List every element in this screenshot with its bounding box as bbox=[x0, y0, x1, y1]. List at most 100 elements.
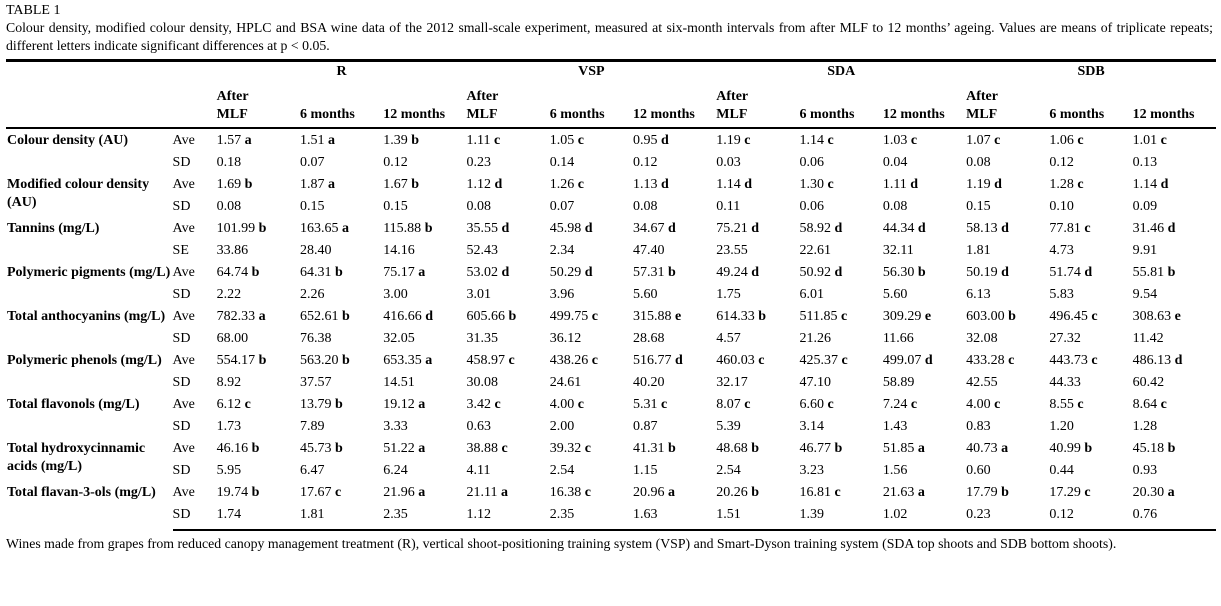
significance-letter: b bbox=[917, 265, 926, 280]
col-header-sdb-12-months: 12 months bbox=[1132, 84, 1216, 129]
significance-letter: c bbox=[994, 133, 1001, 148]
significance-letter: b bbox=[334, 397, 343, 412]
data-cell: 48.68 b bbox=[716, 441, 760, 456]
significance-letter: d bbox=[1001, 265, 1009, 280]
significance-letter: d bbox=[744, 177, 753, 192]
data-cell: 1.75 bbox=[716, 287, 741, 302]
data-cell: 1.26 c bbox=[549, 177, 584, 192]
data-cell: 0.12 bbox=[1049, 503, 1133, 531]
data-cell: 0.15 bbox=[383, 199, 408, 214]
data-cell: 35.55 d bbox=[466, 221, 510, 236]
significance-letter: b bbox=[411, 177, 419, 192]
significance-letter: e bbox=[675, 309, 682, 324]
significance-letter: d bbox=[661, 133, 669, 148]
stat-label: SD bbox=[172, 331, 191, 346]
significance-letter: a bbox=[244, 133, 252, 148]
data-cell: 30.08 bbox=[466, 375, 498, 390]
significance-letter: e bbox=[924, 309, 932, 324]
data-cell: 6.24 bbox=[383, 463, 408, 478]
significance-letter: c bbox=[834, 485, 841, 500]
data-cell: 24.61 bbox=[549, 375, 582, 390]
data-cell: 0.07 bbox=[299, 155, 325, 170]
data-cell: 56.30 b bbox=[882, 265, 926, 280]
significance-letter: d bbox=[751, 221, 760, 236]
data-cell: 0.18 bbox=[216, 155, 242, 170]
stat-label: Ave bbox=[172, 265, 195, 280]
significance-letter: c bbox=[1084, 485, 1091, 500]
significance-letter: c bbox=[1077, 133, 1084, 148]
significance-letter: a bbox=[917, 441, 925, 456]
significance-letter: d bbox=[1084, 265, 1093, 280]
data-cell: 425.37 c bbox=[799, 353, 848, 368]
paper-page: TABLE 1 Colour density, modified colour … bbox=[6, 3, 1216, 551]
data-cell: 41.31 b bbox=[633, 441, 676, 456]
data-cell: 603.00 b bbox=[966, 309, 1016, 324]
table-row: Total flavan-3-ols (mg/L) Ave 19.74 b 17.67… bbox=[6, 481, 1216, 503]
significance-letter: c bbox=[827, 133, 834, 148]
data-cell: 486.13 d bbox=[1132, 353, 1183, 368]
significance-letter: d bbox=[675, 353, 683, 368]
significance-letter: c bbox=[841, 353, 848, 368]
data-cell: 8.92 bbox=[216, 375, 242, 390]
significance-letter: d bbox=[917, 221, 926, 236]
data-cell: 5.95 bbox=[216, 463, 242, 478]
significance-letter: c bbox=[1077, 397, 1084, 412]
data-cell: 101.99 b bbox=[216, 221, 267, 236]
significance-letter: b bbox=[341, 309, 350, 324]
data-cell: 0.06 bbox=[799, 199, 825, 214]
data-cell: 0.14 bbox=[549, 155, 575, 170]
significance-letter: c bbox=[584, 441, 591, 456]
data-cell: 11.66 bbox=[882, 331, 914, 346]
group-header-r: R bbox=[216, 59, 467, 84]
significance-letter: b bbox=[411, 133, 419, 148]
data-cell: 8.07 c bbox=[716, 397, 751, 412]
data-cell: 3.14 bbox=[799, 419, 825, 434]
data-cell: 49.24 d bbox=[716, 265, 760, 280]
row-label: Total anthocyanins (mg/L) bbox=[7, 309, 166, 324]
row-label: Total flavonols (mg/L) bbox=[7, 397, 140, 412]
stat-label: Ave bbox=[172, 309, 195, 324]
table-row: Polymeric pigments (mg/L) Ave 64.74 b 64.31… bbox=[6, 261, 1216, 283]
data-cell: 2.35 bbox=[549, 503, 633, 531]
row-label: Colour density (AU) bbox=[7, 133, 129, 148]
data-cell: 64.31 b bbox=[299, 265, 343, 280]
data-cell: 1.63 bbox=[633, 503, 717, 531]
data-cell: 11.42 bbox=[1132, 331, 1164, 346]
significance-letter: c bbox=[591, 353, 598, 368]
data-cell: 8.55 c bbox=[1049, 397, 1084, 412]
data-cell: 0.12 bbox=[1049, 155, 1074, 170]
data-cell: 5.31 c bbox=[633, 397, 668, 412]
significance-letter: c bbox=[1160, 133, 1167, 148]
col-header-sda-6-months: 6 months bbox=[799, 84, 883, 129]
data-cell: 77.81 c bbox=[1049, 221, 1091, 236]
significance-letter: c bbox=[758, 353, 765, 368]
data-cell: 0.06 bbox=[799, 155, 825, 170]
data-cell: 1.14 d bbox=[1132, 177, 1169, 192]
data-cell: 163.65 a bbox=[299, 221, 349, 236]
significance-letter: d bbox=[834, 221, 843, 236]
data-cell: 20.30 a bbox=[1132, 485, 1175, 500]
data-cell: 1.57 a bbox=[216, 133, 252, 148]
table-caption: Colour density, modified colour density,… bbox=[6, 20, 1213, 53]
data-cell: 443.73 c bbox=[1049, 353, 1098, 368]
significance-letter: b bbox=[508, 309, 517, 324]
significance-letter: b bbox=[834, 441, 843, 456]
significance-letter: c bbox=[1091, 353, 1098, 368]
data-cell: 31.46 d bbox=[1132, 221, 1176, 236]
data-cell: 5.83 bbox=[1049, 287, 1074, 302]
significance-letter: b bbox=[758, 309, 767, 324]
data-cell: 2.22 bbox=[216, 287, 242, 302]
data-cell: 47.40 bbox=[633, 243, 665, 258]
data-cell: 554.17 b bbox=[216, 353, 267, 368]
data-cell: 3.33 bbox=[383, 419, 408, 434]
data-cell: 40.73 a bbox=[966, 441, 1009, 456]
data-cell: 1.15 bbox=[633, 463, 658, 478]
data-cell: 0.04 bbox=[882, 155, 908, 170]
data-cell: 0.15 bbox=[299, 199, 325, 214]
data-cell: 460.03 c bbox=[716, 353, 765, 368]
significance-letter: a bbox=[418, 441, 426, 456]
data-cell: 23.55 bbox=[716, 243, 748, 258]
stat-label: Ave bbox=[172, 177, 195, 192]
row-label: Polymeric pigments (mg/L) bbox=[7, 265, 171, 280]
data-cell: 44.33 bbox=[1049, 375, 1081, 390]
